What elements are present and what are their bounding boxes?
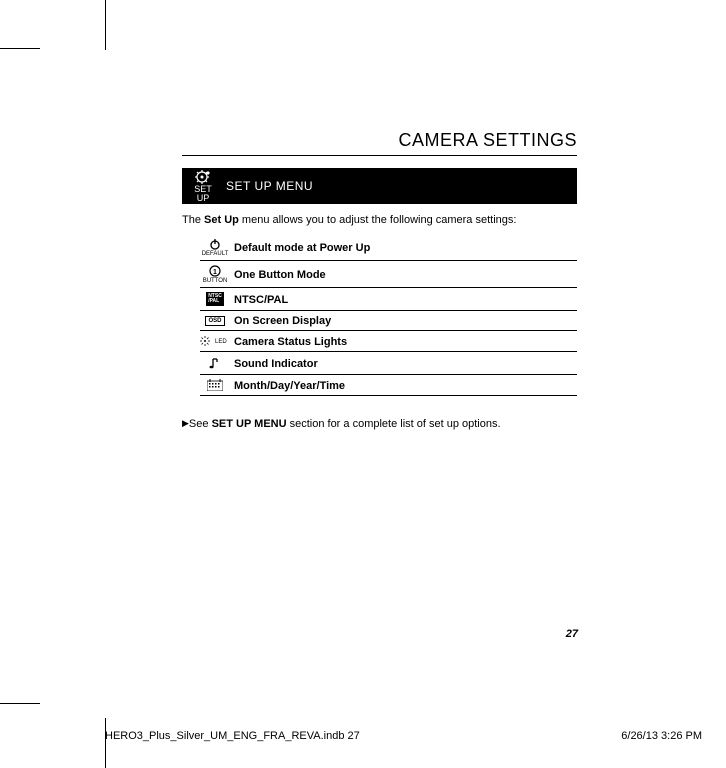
note-post: section for a complete list of set up op… — [287, 418, 501, 430]
svg-text:1: 1 — [213, 269, 217, 276]
setting-label: Sound Indicator — [234, 358, 318, 370]
print-footer: HERO3_Plus_Silver_UM_ENG_FRA_REVA.indb 2… — [105, 730, 702, 742]
power-icon: DEFAULT — [200, 238, 230, 257]
crop-mark — [105, 718, 106, 768]
icon-sublabel: BUTTON — [203, 278, 228, 284]
setting-row-osd: OSD On Screen Display — [200, 311, 577, 331]
intro-pre: The — [182, 214, 204, 226]
page-number: 27 — [566, 628, 578, 640]
setting-row-ntscpal: NTSC/PAL NTSC/PAL — [200, 288, 577, 311]
intro-post: menu allows you to adjust the following … — [239, 214, 517, 226]
setup-gear-icon: SET UP — [188, 170, 218, 203]
setting-row-led: LED Camera Status Lights — [200, 331, 577, 352]
led-icon: LED — [200, 335, 230, 348]
ntsc-pal-icon: NTSC/PAL — [200, 292, 230, 307]
icon-sublabel: DEFAULT — [202, 251, 229, 257]
note-bold: SET UP MENU — [212, 418, 287, 430]
section-header-bar: SET UP SET UP MENU — [182, 168, 577, 204]
intro-bold: Set Up — [204, 214, 239, 226]
setup-icon-label: SET UP — [194, 184, 212, 203]
setting-row-datetime: Month/Day/Year/Time — [200, 375, 577, 396]
crop-mark — [0, 703, 40, 704]
osd-icon: OSD — [200, 316, 230, 327]
setting-label: One Button Mode — [234, 269, 326, 281]
setting-label: NTSC/PAL — [234, 294, 288, 306]
calendar-icon — [200, 379, 230, 392]
footer-timestamp: 6/26/13 3:26 PM — [621, 730, 702, 742]
note-pre: See — [189, 418, 212, 430]
setting-label: Camera Status Lights — [234, 336, 347, 348]
triangle-bullet-icon: ▶ — [182, 418, 189, 428]
see-note: ▶See SET UP MENU section for a complete … — [182, 418, 577, 430]
setting-row-default: DEFAULT Default mode at Power Up — [200, 234, 577, 261]
crop-mark — [0, 48, 40, 49]
footer-filename: HERO3_Plus_Silver_UM_ENG_FRA_REVA.indb 2… — [105, 730, 360, 742]
setting-label: Month/Day/Year/Time — [234, 380, 345, 392]
sound-icon — [200, 356, 230, 371]
section-header-label: SET UP MENU — [226, 179, 313, 193]
setting-row-onebutton: 1 BUTTON One Button Mode — [200, 261, 577, 288]
page-title: CAMERA SETTINGS — [182, 130, 577, 156]
intro-text: The Set Up menu allows you to adjust the… — [182, 214, 577, 226]
setting-label: On Screen Display — [234, 315, 331, 327]
crop-mark — [105, 0, 106, 50]
icon-sublabel: LED — [215, 339, 227, 345]
setting-label: Default mode at Power Up — [234, 242, 370, 254]
setting-row-sound: Sound Indicator — [200, 352, 577, 375]
page-content: CAMERA SETTINGS SET UP SET UP MENU The S… — [182, 130, 577, 430]
one-button-icon: 1 BUTTON — [200, 265, 230, 284]
